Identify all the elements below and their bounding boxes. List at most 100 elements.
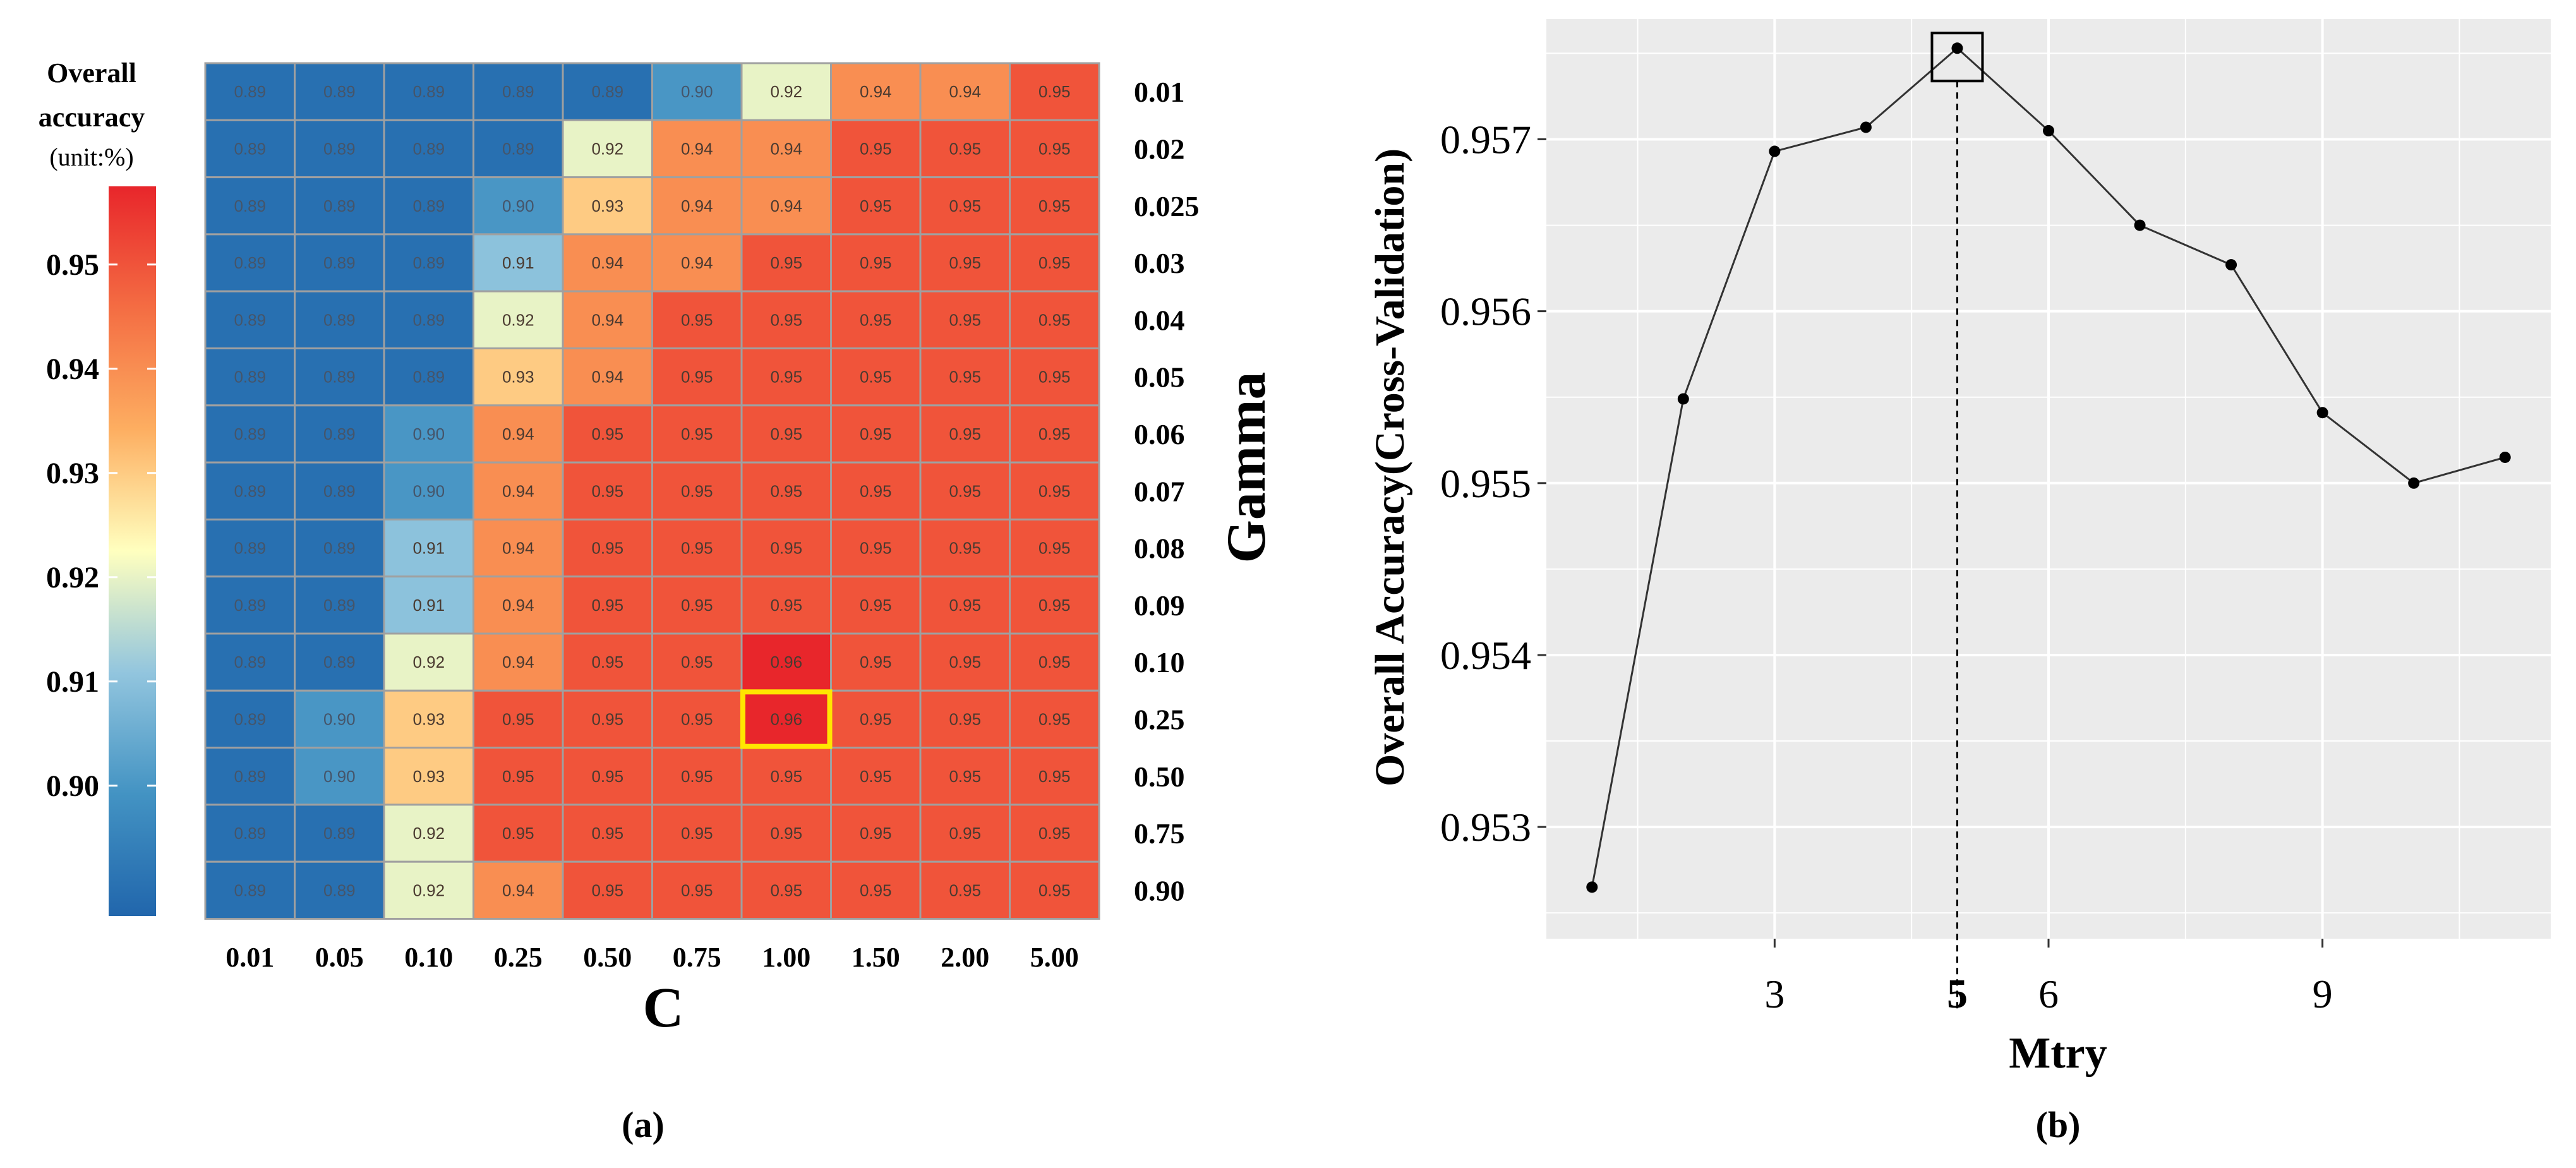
- heatmap-cell: [383, 233, 474, 292]
- accuracy-point: [1860, 121, 1872, 133]
- line-chart-panel: 0.953 0.954 0.955 0.956 0.957 3 6 9 5 Mtry Ove…: [1367, 19, 2551, 1145]
- heatmap-cell-label: 0.89: [234, 253, 266, 272]
- heatmap-cell-label: 0.95: [949, 539, 981, 558]
- heatmap-cell-label: 0.95: [770, 539, 802, 558]
- accuracy-point: [2316, 407, 2328, 419]
- heatmap-cell-label: 0.95: [949, 709, 981, 728]
- accuracy-point: [1951, 42, 1963, 54]
- heatmap-cell-label: 0.95: [1038, 709, 1071, 728]
- heatmap-cell-label: 0.95: [860, 424, 892, 443]
- colorbar: Overall accuracy (unit:%) 0.95 0.94 0.93 0.…: [39, 57, 156, 916]
- heatmap-cell-label: 0.89: [412, 196, 445, 215]
- panel-label-b: (b): [2036, 1104, 2081, 1145]
- heatmap-cell: [830, 290, 922, 350]
- heatmap-cell-label: 0.93: [591, 196, 623, 215]
- heatmap-cell: [830, 860, 922, 920]
- x-tick-label: 9: [2313, 972, 2333, 1016]
- heatmap-cell-label: 0.95: [949, 310, 981, 329]
- heatmap-cell-label: 0.95: [1038, 424, 1071, 443]
- heatmap-cell-label: 0.96: [770, 653, 802, 671]
- heatmap-cell: [562, 689, 653, 749]
- heatmap-cell-label: 0.96: [770, 709, 802, 728]
- accuracy-point: [2408, 477, 2420, 489]
- colorbar-tick-label: 0.93: [46, 457, 99, 490]
- heatmap-cell: [562, 575, 653, 635]
- heatmap-panel: Overall accuracy (unit:%) 0.950.940.930.…: [39, 57, 1277, 1145]
- heatmap-cell-label: 0.95: [770, 310, 802, 329]
- heatmap-cell-label: 0.95: [860, 196, 892, 215]
- heatmap-cell: [562, 632, 653, 692]
- y-tick-label: 0.957: [1440, 117, 1531, 162]
- heatmap-cell-label: 0.95: [1038, 310, 1071, 329]
- heatmap-cell-label: 0.95: [681, 881, 713, 900]
- colorbar-title-line-2: accuracy: [39, 102, 145, 133]
- heatmap-cell-label: 0.95: [770, 596, 802, 615]
- heatmap-cell-label: 0.95: [860, 139, 892, 158]
- heatmap-cell-label: 0.89: [323, 139, 356, 158]
- heatmap-cell-label: 0.89: [323, 196, 356, 215]
- heatmap-cell: [383, 632, 474, 692]
- heatmap-cell-label: 0.89: [323, 824, 356, 843]
- heatmap-cell: [562, 404, 653, 464]
- heatmap-cell: [651, 233, 743, 292]
- heatmap-cell: [383, 461, 474, 521]
- colorbar-tick-label: 0.90: [46, 769, 99, 803]
- heatmap-cell-label: 0.95: [949, 824, 981, 843]
- heatmap-cell: [383, 860, 474, 920]
- heatmap-cell-label: 0.89: [234, 481, 266, 500]
- heatmap-cell: [204, 632, 296, 692]
- heatmap-cell-label: 0.95: [502, 767, 534, 786]
- heatmap-x-tick-labels: 0.01 0.05 0.10 0.25 0.50 0.75 1.00 1.50 2.00 5.00: [226, 942, 1079, 973]
- heatmap-cell-label: 0.89: [234, 824, 266, 843]
- heatmap-cell-label: 0.95: [949, 767, 981, 786]
- heatmap-cell: [740, 804, 832, 863]
- heatmap-y-tick-label: 0.025: [1134, 190, 1200, 222]
- heatmap-cell-label: 0.95: [681, 424, 713, 443]
- heatmap-cell-label: 0.95: [1038, 196, 1071, 215]
- heatmap-y-tick-label: 0.25: [1134, 703, 1185, 735]
- heatmap-cell: [919, 347, 1011, 407]
- heatmap-cell-label: 0.95: [770, 767, 802, 786]
- heatmap-cell-label: 0.90: [323, 709, 356, 728]
- heatmap-cell: [651, 176, 743, 236]
- heatmap-cell: [204, 347, 296, 407]
- heatmap-cell-label: 0.89: [591, 82, 623, 101]
- heatmap-cell: [562, 233, 653, 292]
- heatmap-cell-label: 0.95: [949, 368, 981, 387]
- heatmap-cell-label: 0.95: [1038, 368, 1071, 387]
- heatmap-cell-label: 0.94: [591, 368, 623, 387]
- x-tick-label: 3: [1764, 972, 1785, 1016]
- heatmap-cell-label: 0.95: [770, 881, 802, 900]
- heatmap-cell-label: 0.95: [681, 368, 713, 387]
- heatmap-cell: [294, 804, 385, 863]
- heatmap-cell: [562, 860, 653, 920]
- heatmap-cell: [1009, 860, 1100, 920]
- y-tick-label: 0.956: [1440, 289, 1531, 334]
- heatmap-cell: [562, 347, 653, 407]
- heatmap-cell-label: 0.89: [412, 310, 445, 329]
- heatmap-cell-label: 0.94: [681, 139, 713, 158]
- heatmap-cell: [294, 176, 385, 236]
- heatmap-cell-label: 0.95: [770, 253, 802, 272]
- heatmap-cell-label: 0.95: [1038, 824, 1071, 843]
- heatmap-y-tick-label: 0.03: [1134, 247, 1185, 279]
- heatmap-y-tick-label: 0.07: [1134, 475, 1185, 507]
- heatmap-cell-label: 0.93: [502, 368, 534, 387]
- heatmap-cell-label: 0.95: [591, 824, 623, 843]
- heatmap-x-tick-label: 0.75: [673, 942, 721, 973]
- heatmap-cell: [294, 747, 385, 806]
- heatmap-cell-label: 0.95: [591, 424, 623, 443]
- heatmap-cell: [1009, 632, 1100, 692]
- heatmap-cell: [383, 518, 474, 578]
- heatmap-cell: [1009, 119, 1100, 179]
- heatmap-y-tick-label: 0.02: [1134, 133, 1185, 165]
- heatmap-cell-label: 0.95: [860, 368, 892, 387]
- heatmap-cell-label: 0.95: [860, 310, 892, 329]
- heatmap-x-tick-label: 5.00: [1030, 942, 1079, 973]
- heatmap-cell-label: 0.95: [591, 653, 623, 671]
- heatmap-cell-label: 0.95: [949, 481, 981, 500]
- heatmap-cell-label: 0.95: [591, 596, 623, 615]
- y-tick-label: 0.954: [1440, 633, 1531, 678]
- heatmap-cell: [294, 461, 385, 521]
